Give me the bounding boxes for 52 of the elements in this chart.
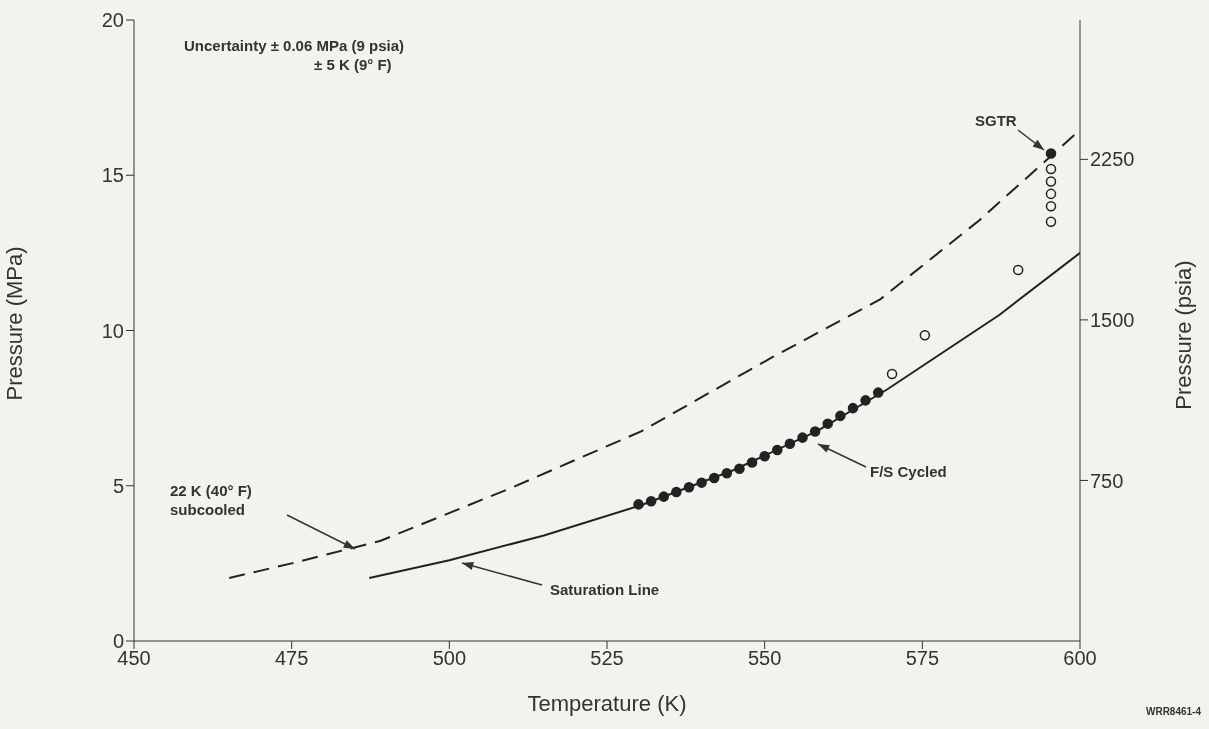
point: [1045, 176, 1057, 187]
point: [772, 444, 783, 456]
point: [734, 463, 745, 474]
point: [784, 438, 796, 450]
point: [1045, 216, 1057, 228]
point: [1045, 188, 1057, 200]
point: [658, 491, 670, 502]
y2-tick-label: 2250: [1090, 148, 1135, 171]
y2-tick-label: 750: [1090, 469, 1124, 492]
y-tick-label: 20: [101, 9, 124, 32]
point: [759, 451, 770, 462]
x-axis-title: Temperature (K): [527, 691, 687, 716]
point: [822, 418, 833, 429]
point: [835, 410, 846, 422]
point: [1045, 201, 1057, 212]
annotation: SGTR: [975, 111, 1017, 130]
point: [696, 477, 707, 488]
annotation: F/S Cycled: [870, 462, 947, 481]
point: [919, 329, 931, 341]
x-tick-label: 475: [274, 647, 309, 670]
point: [847, 402, 859, 414]
point: [721, 468, 733, 479]
point: [708, 472, 720, 484]
y2-axis-title: Pressure (psia): [1170, 260, 1196, 410]
x-tick-label: 525: [590, 647, 624, 670]
line-series: [368, 251, 1080, 579]
x-tick-label: 600: [1063, 647, 1097, 670]
annotation: Uncertainty ± 0.06 MPa (9 psia) ± 5 K (9° F): [184, 36, 404, 74]
y-tick-label: 5: [112, 474, 124, 497]
text: WRR8461-4: [1145, 705, 1201, 719]
y2-tick-label: 1500: [1090, 309, 1135, 331]
point: [809, 426, 821, 437]
y-tick-label: 15: [101, 164, 124, 187]
point: [645, 496, 657, 507]
point: [1045, 163, 1057, 175]
x-tick-label: 500: [432, 647, 467, 670]
point: [683, 482, 695, 493]
point: [671, 486, 682, 498]
point: [1045, 148, 1057, 159]
annotation: 22 K (40° F) subcooled: [170, 481, 252, 519]
y-axis-title: Pressure (MPa): [1, 246, 27, 401]
point: [860, 395, 871, 406]
point: [746, 457, 758, 468]
x-tick-label: 550: [747, 647, 782, 670]
point: [633, 499, 644, 510]
point: [1012, 264, 1024, 276]
annotation: Saturation Line: [550, 580, 660, 599]
x-tick-label: 575: [905, 647, 940, 670]
point: [886, 368, 898, 380]
point: [797, 432, 808, 443]
y-tick-label: 10: [101, 319, 124, 342]
point: [872, 387, 884, 398]
